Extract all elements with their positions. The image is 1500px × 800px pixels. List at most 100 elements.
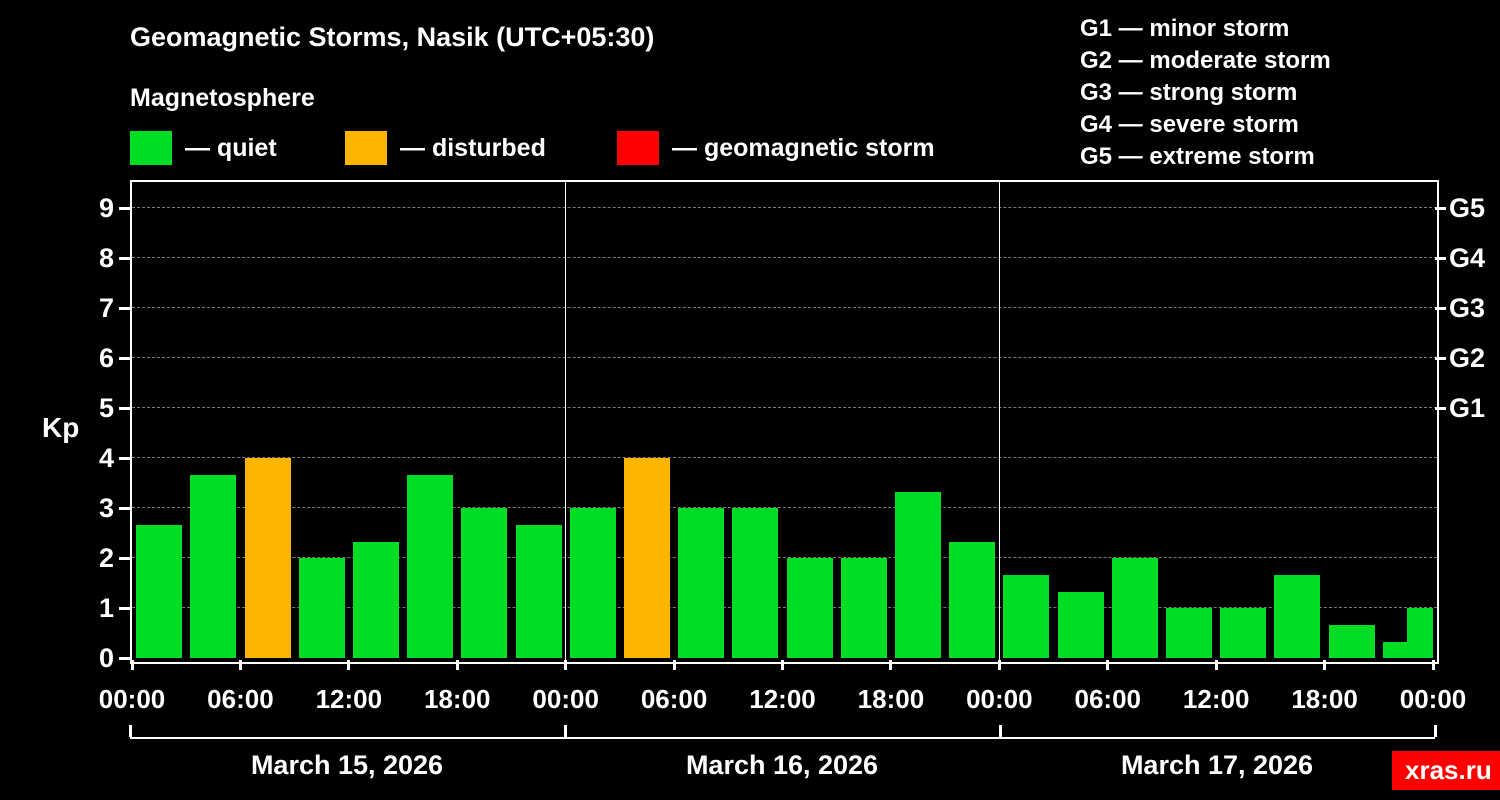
y-axis-label: 1 — [98, 593, 114, 623]
date-axis-tick — [564, 725, 567, 737]
kp-bar — [1328, 624, 1375, 658]
g-axis-tick — [1435, 306, 1446, 310]
date-label-day1: March 15, 2026 — [250, 750, 444, 780]
gridline — [132, 357, 1437, 358]
x-axis-tick — [672, 660, 676, 670]
g-axis-tick — [1435, 356, 1446, 360]
kp-bar — [732, 508, 779, 658]
x-axis-tick — [1106, 660, 1110, 670]
y-axis-tick — [119, 606, 130, 610]
date-axis-line — [130, 737, 1435, 739]
g-axis-tick — [1435, 256, 1446, 260]
g-axis-label: G5 — [1449, 193, 1486, 223]
x-axis-tick — [1431, 660, 1435, 670]
legend-item-storm: — geomagnetic storm — [617, 131, 935, 165]
x-axis-tick — [997, 660, 1001, 670]
legend-item-quiet: — quiet — [130, 131, 277, 165]
kp-bar — [1057, 591, 1104, 658]
x-axis-tick — [1214, 660, 1218, 670]
y-axis-tick — [119, 356, 130, 360]
g-axis-label: G2 — [1449, 343, 1486, 373]
y-axis-label: 4 — [98, 443, 114, 473]
legend-label-disturbed: — disturbed — [400, 133, 546, 162]
g-legend-line-g1: G1 — minor storm — [1080, 15, 1290, 42]
day-separator-line — [998, 182, 1000, 662]
x-axis-label: 18:00 — [424, 684, 491, 714]
kp-bar — [515, 524, 562, 658]
gridline — [132, 557, 1437, 558]
storm-swatch-icon — [617, 131, 659, 165]
g-scale-legend: G1 — minor storm G2 — moderate storm G3 … — [1080, 13, 1331, 173]
kp-bar — [949, 541, 996, 658]
y-axis-tick — [119, 306, 130, 310]
x-axis-label: 00:00 — [532, 684, 599, 714]
kp-bar — [298, 558, 345, 658]
kp-bar — [352, 541, 399, 658]
kp-bar — [461, 508, 508, 658]
x-axis-label: 18:00 — [1291, 684, 1358, 714]
y-axis-label: 0 — [98, 643, 114, 673]
kp-bar — [1166, 608, 1213, 658]
x-axis-label: 12:00 — [315, 684, 383, 714]
day-separator-line — [565, 182, 567, 662]
x-axis-tick — [455, 660, 459, 670]
kp-bar — [1111, 558, 1158, 658]
x-axis-label: 00:00 — [966, 684, 1033, 714]
status-legend: — quiet — disturbed — geomagnetic storm — [130, 131, 1030, 171]
plot-area — [130, 180, 1439, 664]
y-axis-label: 2 — [98, 543, 114, 573]
y-axis-label: 5 — [98, 393, 114, 423]
y-axis-tick — [119, 506, 130, 510]
gridline — [132, 507, 1437, 508]
disturbed-swatch-icon — [345, 131, 387, 165]
quiet-swatch-icon — [130, 131, 172, 165]
y-axis-label: 9 — [98, 193, 114, 223]
y-axis-tick — [119, 656, 130, 660]
x-axis-label: 12:00 — [749, 684, 816, 714]
legend-label-storm: — geomagnetic storm — [672, 133, 935, 162]
kp-bar — [244, 458, 291, 658]
kp-bar — [1003, 574, 1050, 658]
kp-bar — [678, 508, 725, 658]
page-title: Geomagnetic Storms, Nasik (UTC+05:30) — [130, 22, 655, 52]
x-axis-tick — [564, 660, 568, 670]
kp-bar — [569, 508, 616, 658]
kp-bar — [1220, 608, 1267, 658]
x-axis-label: 06:00 — [207, 684, 274, 714]
x-axis-tick — [238, 660, 242, 670]
x-axis-tick — [889, 660, 893, 670]
g-legend-line-g5: G5 — extreme storm — [1080, 143, 1315, 170]
legend-label-quiet: — quiet — [185, 133, 277, 162]
x-axis-label: 18:00 — [857, 684, 925, 714]
y-axis-title: Kp — [42, 412, 80, 443]
x-axis-label: 06:00 — [640, 684, 708, 714]
g-legend-line-g2: G2 — moderate storm — [1080, 47, 1331, 74]
gridline — [132, 607, 1437, 608]
kp-bar — [895, 491, 942, 658]
kp-bar — [623, 458, 670, 658]
legend-item-disturbed: — disturbed — [345, 131, 546, 165]
g-legend-line-g4: G4 — severe storm — [1080, 111, 1299, 138]
kp-bar-partial — [1407, 608, 1433, 658]
g-axis-label: G1 — [1449, 393, 1486, 423]
g-axis-tick — [1435, 206, 1446, 210]
y-axis-tick — [119, 256, 130, 260]
kp-bar — [136, 524, 183, 658]
date-axis-tick — [129, 725, 132, 737]
magnetosphere-label: Magnetosphere — [130, 84, 315, 112]
g-axis-label: G4 — [1449, 243, 1486, 273]
gridline — [132, 207, 1437, 208]
y-axis-tick — [119, 456, 130, 460]
x-axis-tick — [130, 660, 134, 670]
x-axis-tick — [1323, 660, 1327, 670]
g-legend-line-g3: G3 — strong storm — [1080, 79, 1298, 106]
kp-bar — [190, 474, 237, 658]
kp-bar — [840, 558, 887, 658]
gridline — [132, 307, 1437, 308]
kp-bar — [786, 558, 833, 658]
watermark-link[interactable]: xras.ru — [1392, 751, 1500, 790]
y-axis-label: 6 — [98, 343, 114, 373]
gridline — [132, 257, 1437, 258]
x-axis-label: 12:00 — [1182, 684, 1250, 714]
